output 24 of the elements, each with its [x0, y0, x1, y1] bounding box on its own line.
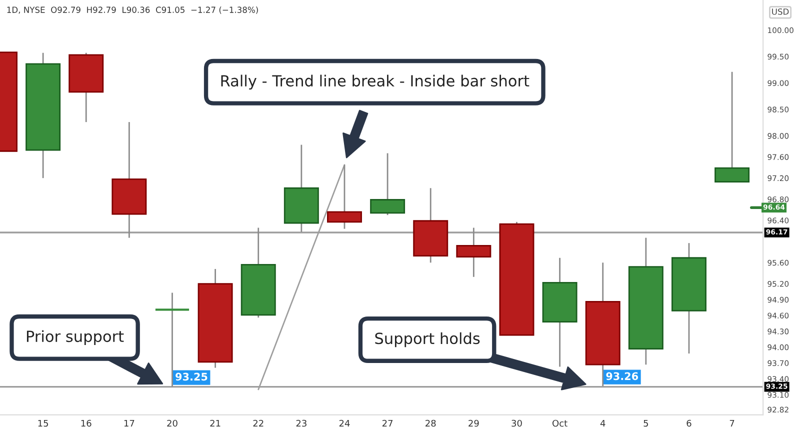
x-tick-label: 16 [81, 420, 92, 427]
annotation: 93.26 [606, 372, 638, 380]
x-tick-label: 21 [210, 420, 220, 427]
x-tick-label: 6 [686, 420, 692, 427]
x-tick-label: 30 [512, 420, 522, 427]
x-tick-label: 20 [167, 420, 178, 427]
annotation: 93.25 [176, 372, 208, 381]
x-tick-label: 7 [730, 420, 734, 427]
x-tick-label: 17 [124, 420, 134, 427]
x-tick-label: 27 [382, 420, 393, 427]
text: 1D, NYSE O92.79 H92.79 L90.36 C91.05 −1.27 (−1.38%) [7, 6, 258, 14]
x-tick-label: 23 [296, 420, 306, 427]
x-tick-label: 22 [253, 420, 264, 427]
x-tick-label: 4 [600, 420, 606, 427]
x-tick-label: 5 [644, 420, 648, 427]
x-tick-label: Oct [552, 420, 568, 427]
annotation: Rally - Trend line break - Inside bar short [221, 74, 530, 90]
x-tick-label: 24 [339, 420, 350, 427]
x-tick-label: 28 [426, 420, 436, 427]
annotation: Support holds [375, 332, 480, 348]
annotation: Prior support [26, 330, 124, 346]
text: USD [772, 8, 789, 15]
x-tick-label: 15 [38, 420, 48, 427]
x-tick-label: 29 [468, 420, 479, 427]
